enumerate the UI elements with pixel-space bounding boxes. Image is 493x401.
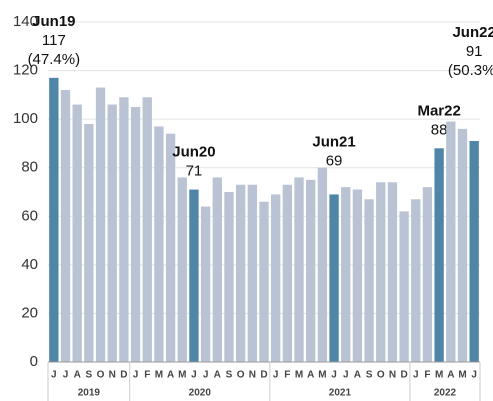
x-tick-label: M <box>318 370 326 381</box>
bar <box>84 124 94 362</box>
bar <box>247 184 257 362</box>
bar <box>119 97 129 363</box>
bar <box>60 90 71 362</box>
x-tick-label: M <box>458 370 466 381</box>
annotation-note: (50.3%) <box>448 62 493 79</box>
annotation-title: Jun22 <box>452 24 493 41</box>
bar <box>95 87 106 363</box>
x-tick-label: N <box>249 370 256 381</box>
bar <box>130 107 141 362</box>
x-tick-label: J <box>331 370 337 381</box>
bar <box>446 121 456 362</box>
x-tick-label: A <box>447 370 454 381</box>
group-label: 2020 <box>189 388 212 399</box>
bar <box>154 126 164 362</box>
annotation-title: Jun19 <box>32 13 75 30</box>
bar <box>457 128 468 362</box>
bar <box>341 187 351 362</box>
bar <box>224 192 234 362</box>
bar <box>212 177 222 362</box>
bar <box>352 189 363 362</box>
group-label: 2019 <box>78 388 101 399</box>
x-tick-label: M <box>155 370 163 381</box>
x-tick-label: J <box>191 370 197 381</box>
y-tick-label: 20 <box>21 304 38 321</box>
x-tick-label: O <box>97 370 105 381</box>
bar <box>306 179 316 362</box>
x-tick-label: J <box>203 370 209 381</box>
x-tick-label: M <box>178 370 186 381</box>
x-tick-label: O <box>377 370 385 381</box>
bar <box>235 184 246 362</box>
y-tick-label: 120 <box>13 62 38 79</box>
bar <box>411 199 421 362</box>
x-tick-label: S <box>226 370 233 381</box>
y-tick-label: 140 <box>13 13 38 30</box>
x-tick-label: N <box>109 370 116 381</box>
x-tick-label: D <box>400 370 407 381</box>
bar <box>364 199 374 362</box>
x-tick-label: J <box>51 370 57 381</box>
y-tick-label: 80 <box>21 159 38 176</box>
bar <box>177 177 187 362</box>
x-tick-label: F <box>284 370 290 381</box>
bar <box>422 187 433 362</box>
x-tick-label: A <box>307 370 314 381</box>
x-tick-label: A <box>354 370 361 381</box>
x-tick-label: A <box>74 370 81 381</box>
bar <box>107 104 117 363</box>
x-tick-label: S <box>86 370 93 381</box>
x-tick-label: J <box>63 370 69 381</box>
data-label: 69 <box>326 153 343 170</box>
bar <box>189 189 199 362</box>
bar <box>200 206 211 362</box>
data-label: 91 <box>466 43 483 60</box>
bar <box>282 184 293 362</box>
bar <box>434 148 444 362</box>
x-tick-label: A <box>167 370 174 381</box>
x-tick-label: N <box>389 370 396 381</box>
bar <box>399 211 409 362</box>
bar <box>259 201 269 362</box>
y-tick-label: 40 <box>21 256 38 273</box>
x-tick-label: F <box>424 370 430 381</box>
data-label: 88 <box>431 121 448 138</box>
y-tick-label: 100 <box>13 110 38 127</box>
annotation-note: (47.4%) <box>28 51 81 68</box>
y-tick-label: 0 <box>30 353 38 370</box>
bar <box>387 182 398 362</box>
bar <box>469 141 479 362</box>
data-label: 71 <box>186 162 203 179</box>
bar <box>317 167 328 362</box>
x-tick-label: D <box>260 370 267 381</box>
x-tick-label: J <box>413 370 419 381</box>
bar <box>329 194 339 362</box>
bar <box>49 77 59 362</box>
bar <box>142 97 152 363</box>
x-tick-label: J <box>343 370 349 381</box>
x-tick-label: J <box>133 370 139 381</box>
x-tick-label: M <box>295 370 303 381</box>
group-label: 2022 <box>434 388 457 399</box>
x-tick-label: J <box>471 370 477 381</box>
x-tick-label: D <box>120 370 127 381</box>
bar <box>165 133 176 362</box>
x-tick-label: S <box>366 370 373 381</box>
group-label: 2021 <box>329 388 352 399</box>
x-tick-label: F <box>144 370 150 381</box>
bar <box>294 177 304 362</box>
annotation-title: Mar22 <box>417 102 460 119</box>
data-label: 117 <box>42 32 66 49</box>
x-tick-label: J <box>273 370 279 381</box>
x-tick-label: M <box>435 370 443 381</box>
y-tick-label: 60 <box>21 207 38 224</box>
bar <box>271 194 281 362</box>
bar <box>72 104 82 363</box>
x-tick-label: A <box>214 370 221 381</box>
annotation-title: Jun21 <box>312 134 355 151</box>
bar <box>376 182 386 362</box>
x-tick-label: O <box>237 370 245 381</box>
annotation-title: Jun20 <box>172 143 215 160</box>
